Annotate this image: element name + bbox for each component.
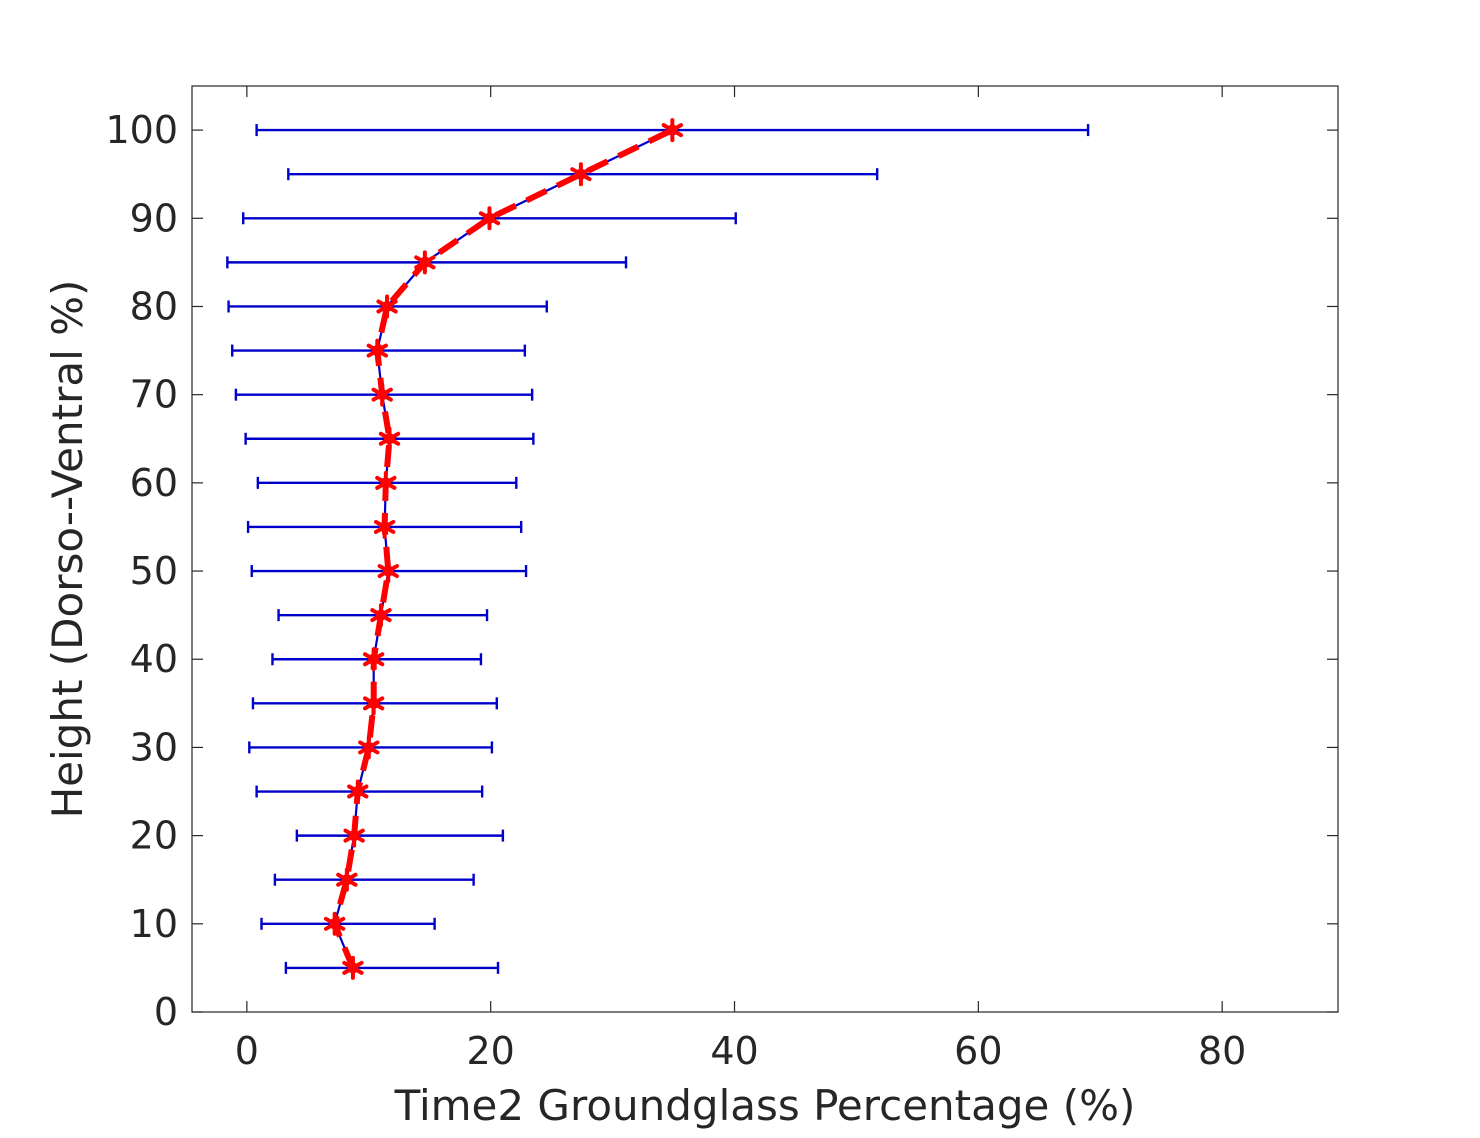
data-point [478, 206, 501, 231]
data-point [414, 250, 436, 275]
data-point-core [384, 433, 396, 445]
data-point [378, 426, 401, 451]
y-tick-label: 80 [130, 284, 178, 328]
x-tick-label: 80 [1198, 1029, 1246, 1073]
plot-area [192, 86, 1338, 1012]
data-point [336, 867, 358, 892]
data-point-core [347, 962, 359, 974]
data-point [373, 514, 396, 539]
data-point-core [575, 168, 587, 180]
data-point-core [380, 477, 392, 489]
data-point [661, 118, 684, 143]
data-point-core [666, 124, 678, 136]
data-point [376, 294, 398, 319]
data-point-core [368, 653, 380, 665]
data-point [342, 955, 364, 980]
y-tick-label: 10 [130, 902, 178, 946]
data-point [375, 470, 397, 495]
data-point-core [368, 697, 380, 709]
data-point [377, 559, 399, 584]
data-point-core [379, 521, 391, 533]
y-tick-label: 50 [130, 549, 178, 593]
y-tick-label: 100 [105, 108, 178, 152]
marker-layer [323, 118, 684, 980]
data-point [570, 162, 592, 187]
data-point-core [341, 874, 353, 886]
data-point-core [352, 786, 364, 798]
y-tick-label: 70 [130, 373, 178, 417]
data-point [362, 647, 385, 672]
data-point-core [371, 345, 383, 357]
x-axis-title: Time2 Groundglass Percentage (%) [394, 1081, 1136, 1130]
data-point-core [376, 389, 388, 401]
data-point-core [363, 741, 375, 753]
data-point-core [375, 609, 387, 621]
plot-frame [191, 85, 1339, 1013]
data-point-core [419, 256, 431, 268]
data-point-core [382, 565, 394, 577]
x-tick-label: 20 [467, 1029, 515, 1073]
data-point-core [381, 300, 393, 312]
y-axis-title: Height (Dorso--Ventral %) [43, 280, 92, 819]
data-point-core [348, 830, 360, 842]
y-tick-label: 20 [130, 814, 178, 858]
data-point [370, 603, 392, 628]
y-tick-label: 60 [130, 461, 178, 505]
data-point [366, 338, 388, 363]
data-point-core [483, 212, 495, 224]
tick-label-layer: 0 20 40 60 80 0 10 20 30 40 50 60 70 80 90 100 [105, 108, 1246, 1073]
data-point [358, 735, 380, 760]
data-point [323, 911, 346, 936]
data-point [371, 382, 393, 407]
x-tick-label: 60 [954, 1029, 1002, 1073]
data-point [347, 779, 369, 804]
x-tick-label: 40 [710, 1029, 758, 1073]
y-tick-label: 30 [130, 725, 178, 769]
y-tick-label: 0 [154, 990, 178, 1034]
y-tick-label: 90 [130, 196, 178, 240]
data-point-core [329, 918, 341, 930]
y-tick-label: 40 [130, 637, 178, 681]
data-point [343, 823, 365, 848]
x-tick-label: 0 [235, 1029, 259, 1073]
data-point [362, 691, 385, 716]
